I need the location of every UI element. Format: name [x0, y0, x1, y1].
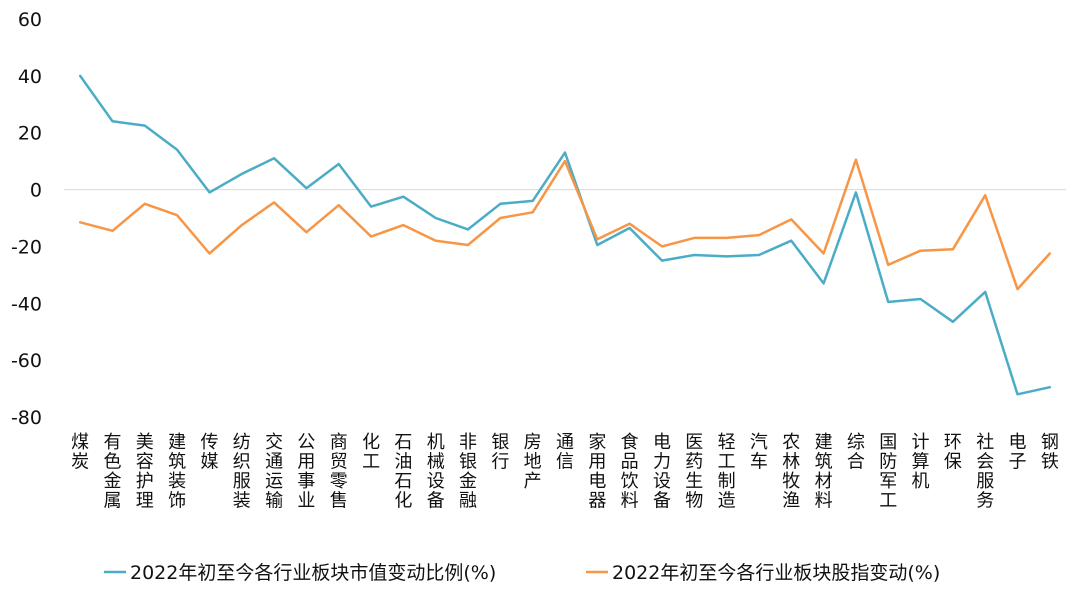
y-tick-label: -20	[11, 236, 42, 258]
x-tick-label: 食品饮料	[621, 432, 639, 512]
y-tick-label: 60	[18, 9, 42, 31]
x-tick-label: 通信	[556, 432, 574, 473]
x-tick-label: 商贸零售	[330, 432, 348, 512]
y-tick-label: 0	[30, 180, 42, 202]
x-tick-label: 化工	[362, 432, 380, 473]
x-tick-label: 钢铁	[1041, 432, 1059, 473]
y-tick-label: -40	[11, 293, 42, 315]
y-tick-label: -60	[11, 350, 42, 372]
y-tick-label: -80	[11, 407, 42, 429]
x-tick-label: 医药生物	[685, 432, 703, 512]
legend: 2022年初至今各行业板块市值变动比例(%) 2022年初至今各行业板块股指变动(…	[104, 562, 940, 584]
legend-label-2: 2022年初至今各行业板块股指变动(%)	[612, 562, 940, 584]
x-tick-label: 综合	[847, 432, 865, 473]
x-tick-label: 国防军工	[879, 432, 897, 512]
x-tick-label: 有色金属	[103, 432, 121, 512]
y-tick-label: 40	[18, 66, 42, 88]
x-tick-label: 建筑材料	[815, 432, 833, 512]
x-tick-label: 交通运输	[265, 432, 283, 512]
x-tick-label: 建筑装饰	[168, 432, 186, 512]
x-tick-label: 农林牧渔	[782, 432, 800, 512]
x-tick-label: 汽车	[750, 432, 768, 473]
x-tick-label: 非银金融	[459, 432, 477, 512]
x-tick-label: 银行	[491, 432, 509, 473]
x-tick-label: 房地产	[524, 432, 542, 492]
series-line-1	[78, 74, 1052, 396]
x-tick-label: 轻工制造	[718, 432, 736, 512]
series-line-2	[78, 158, 1052, 291]
x-tick-label: 石油石化	[394, 432, 412, 512]
x-tick-label: 纺织服装	[233, 432, 251, 512]
x-tick-label: 公用事业	[297, 432, 315, 512]
series-layer	[78, 74, 1052, 396]
legend-label-1: 2022年初至今各行业板块市值变动比例(%)	[130, 562, 496, 584]
x-tick-label: 机械设备	[427, 432, 445, 512]
x-tick-label: 环保	[944, 432, 962, 473]
x-tick-label: 电子	[1009, 432, 1027, 473]
x-tick-label: 计算机	[912, 432, 930, 492]
x-tick-label: 家用电器	[588, 432, 606, 512]
x-axis: 煤炭有色金属美容护理建筑装饰传媒纺织服装交通运输公用事业商贸零售化工石油石化机械…	[71, 432, 1059, 512]
y-axis: 60 40 20 0 -20 -40 -60 -80	[11, 9, 42, 429]
x-tick-label: 煤炭	[71, 432, 89, 473]
x-tick-label: 传媒	[200, 432, 218, 473]
x-tick-label: 电力设备	[653, 432, 671, 512]
x-tick-label: 美容护理	[136, 432, 154, 512]
y-tick-label: 20	[18, 123, 42, 145]
x-tick-label: 社会服务	[976, 432, 994, 512]
